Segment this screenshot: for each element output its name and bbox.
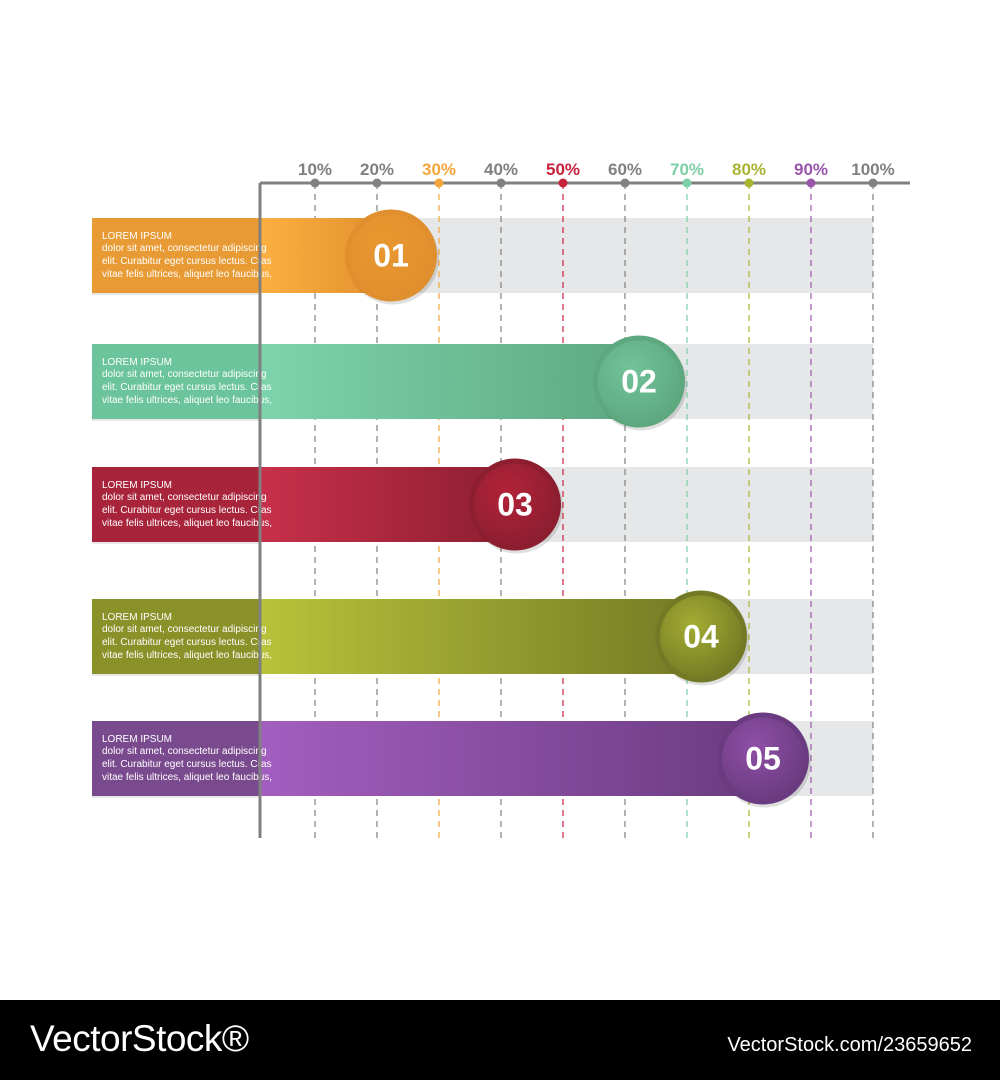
tick-dot-90 bbox=[806, 178, 816, 188]
tick-dot-60 bbox=[620, 178, 630, 188]
description-panel-05 bbox=[92, 721, 260, 796]
tick-dot-80 bbox=[744, 178, 754, 188]
tick-label-30: 30% bbox=[422, 160, 456, 179]
tick-label-100: 100% bbox=[851, 160, 894, 179]
description-panel-03 bbox=[92, 467, 260, 542]
tick-dot-70 bbox=[682, 178, 692, 188]
description-title-03: LOREM IPSUM bbox=[102, 480, 172, 491]
description-line-05-1: dolor sit amet, consectetur adipiscing bbox=[102, 746, 267, 757]
tick-label-80: 80% bbox=[732, 160, 766, 179]
description-line-05-3: vitae felis ultrices, aliquet leo faucib… bbox=[102, 772, 272, 783]
badge-05 bbox=[722, 717, 804, 800]
description-line-01-2: elit. Curabitur eget cursus lectus. Cras bbox=[102, 256, 272, 267]
badge-01 bbox=[350, 214, 432, 297]
tick-label-50: 50% bbox=[546, 160, 580, 179]
description-panel-04 bbox=[92, 599, 260, 674]
description-line-05-2: elit. Curabitur eget cursus lectus. Cras bbox=[102, 759, 272, 770]
tick-dot-30 bbox=[434, 178, 444, 188]
description-title-02: LOREM IPSUM bbox=[102, 357, 172, 368]
tick-dot-50 bbox=[558, 178, 568, 188]
tick-dot-100 bbox=[868, 178, 878, 188]
description-panel-02 bbox=[92, 344, 260, 419]
bar-number-02: 02 bbox=[621, 364, 657, 400]
bar-04 bbox=[260, 599, 701, 674]
description-title-01: LOREM IPSUM bbox=[102, 231, 172, 242]
bar-number-04: 04 bbox=[683, 619, 719, 655]
tick-label-20: 20% bbox=[360, 160, 394, 179]
bar-05 bbox=[260, 721, 763, 796]
tick-dot-40 bbox=[496, 178, 506, 188]
bar-number-03: 03 bbox=[497, 487, 533, 523]
footer-image-id: VectorStock.com/23659652 bbox=[727, 1034, 972, 1056]
footer-bar: VectorStock® VectorStock.com/23659652 bbox=[0, 1000, 1000, 1080]
description-line-03-1: dolor sit amet, consectetur adipiscing bbox=[102, 492, 267, 503]
tick-label-40: 40% bbox=[484, 160, 518, 179]
description-line-02-3: vitae felis ultrices, aliquet leo faucib… bbox=[102, 395, 272, 406]
bar-02 bbox=[260, 344, 639, 419]
description-line-02-1: dolor sit amet, consectetur adipiscing bbox=[102, 369, 267, 380]
description-line-03-2: elit. Curabitur eget cursus lectus. Cras bbox=[102, 505, 272, 516]
badge-03 bbox=[474, 463, 556, 546]
tick-label-60: 60% bbox=[608, 160, 642, 179]
description-line-01-3: vitae felis ultrices, aliquet leo faucib… bbox=[102, 269, 272, 280]
description-panel-01 bbox=[92, 218, 260, 293]
bar-number-01: 01 bbox=[373, 238, 409, 274]
description-title-04: LOREM IPSUM bbox=[102, 612, 172, 623]
description-line-03-3: vitae felis ultrices, aliquet leo faucib… bbox=[102, 518, 272, 529]
description-line-02-2: elit. Curabitur eget cursus lectus. Cras bbox=[102, 382, 272, 393]
tick-label-90: 90% bbox=[794, 160, 828, 179]
tick-label-70: 70% bbox=[670, 160, 704, 179]
tick-dot-10 bbox=[310, 178, 320, 188]
bar-number-05: 05 bbox=[745, 741, 781, 777]
description-line-04-1: dolor sit amet, consectetur adipiscing bbox=[102, 624, 267, 635]
description-line-04-3: vitae felis ultrices, aliquet leo faucib… bbox=[102, 650, 272, 661]
description-line-01-1: dolor sit amet, consectetur adipiscing bbox=[102, 243, 267, 254]
badge-02 bbox=[598, 340, 680, 423]
description-title-05: LOREM IPSUM bbox=[102, 734, 172, 745]
description-line-04-2: elit. Curabitur eget cursus lectus. Cras bbox=[102, 637, 272, 648]
tick-label-10: 10% bbox=[298, 160, 332, 179]
axis-layer: 10% 20% 30% 40% 50% 60% 70% 80% 90% 100% bbox=[258, 160, 910, 838]
badge-04 bbox=[660, 595, 742, 678]
tick-dot-20 bbox=[372, 178, 382, 188]
footer-logo: VectorStock® bbox=[30, 1018, 249, 1059]
